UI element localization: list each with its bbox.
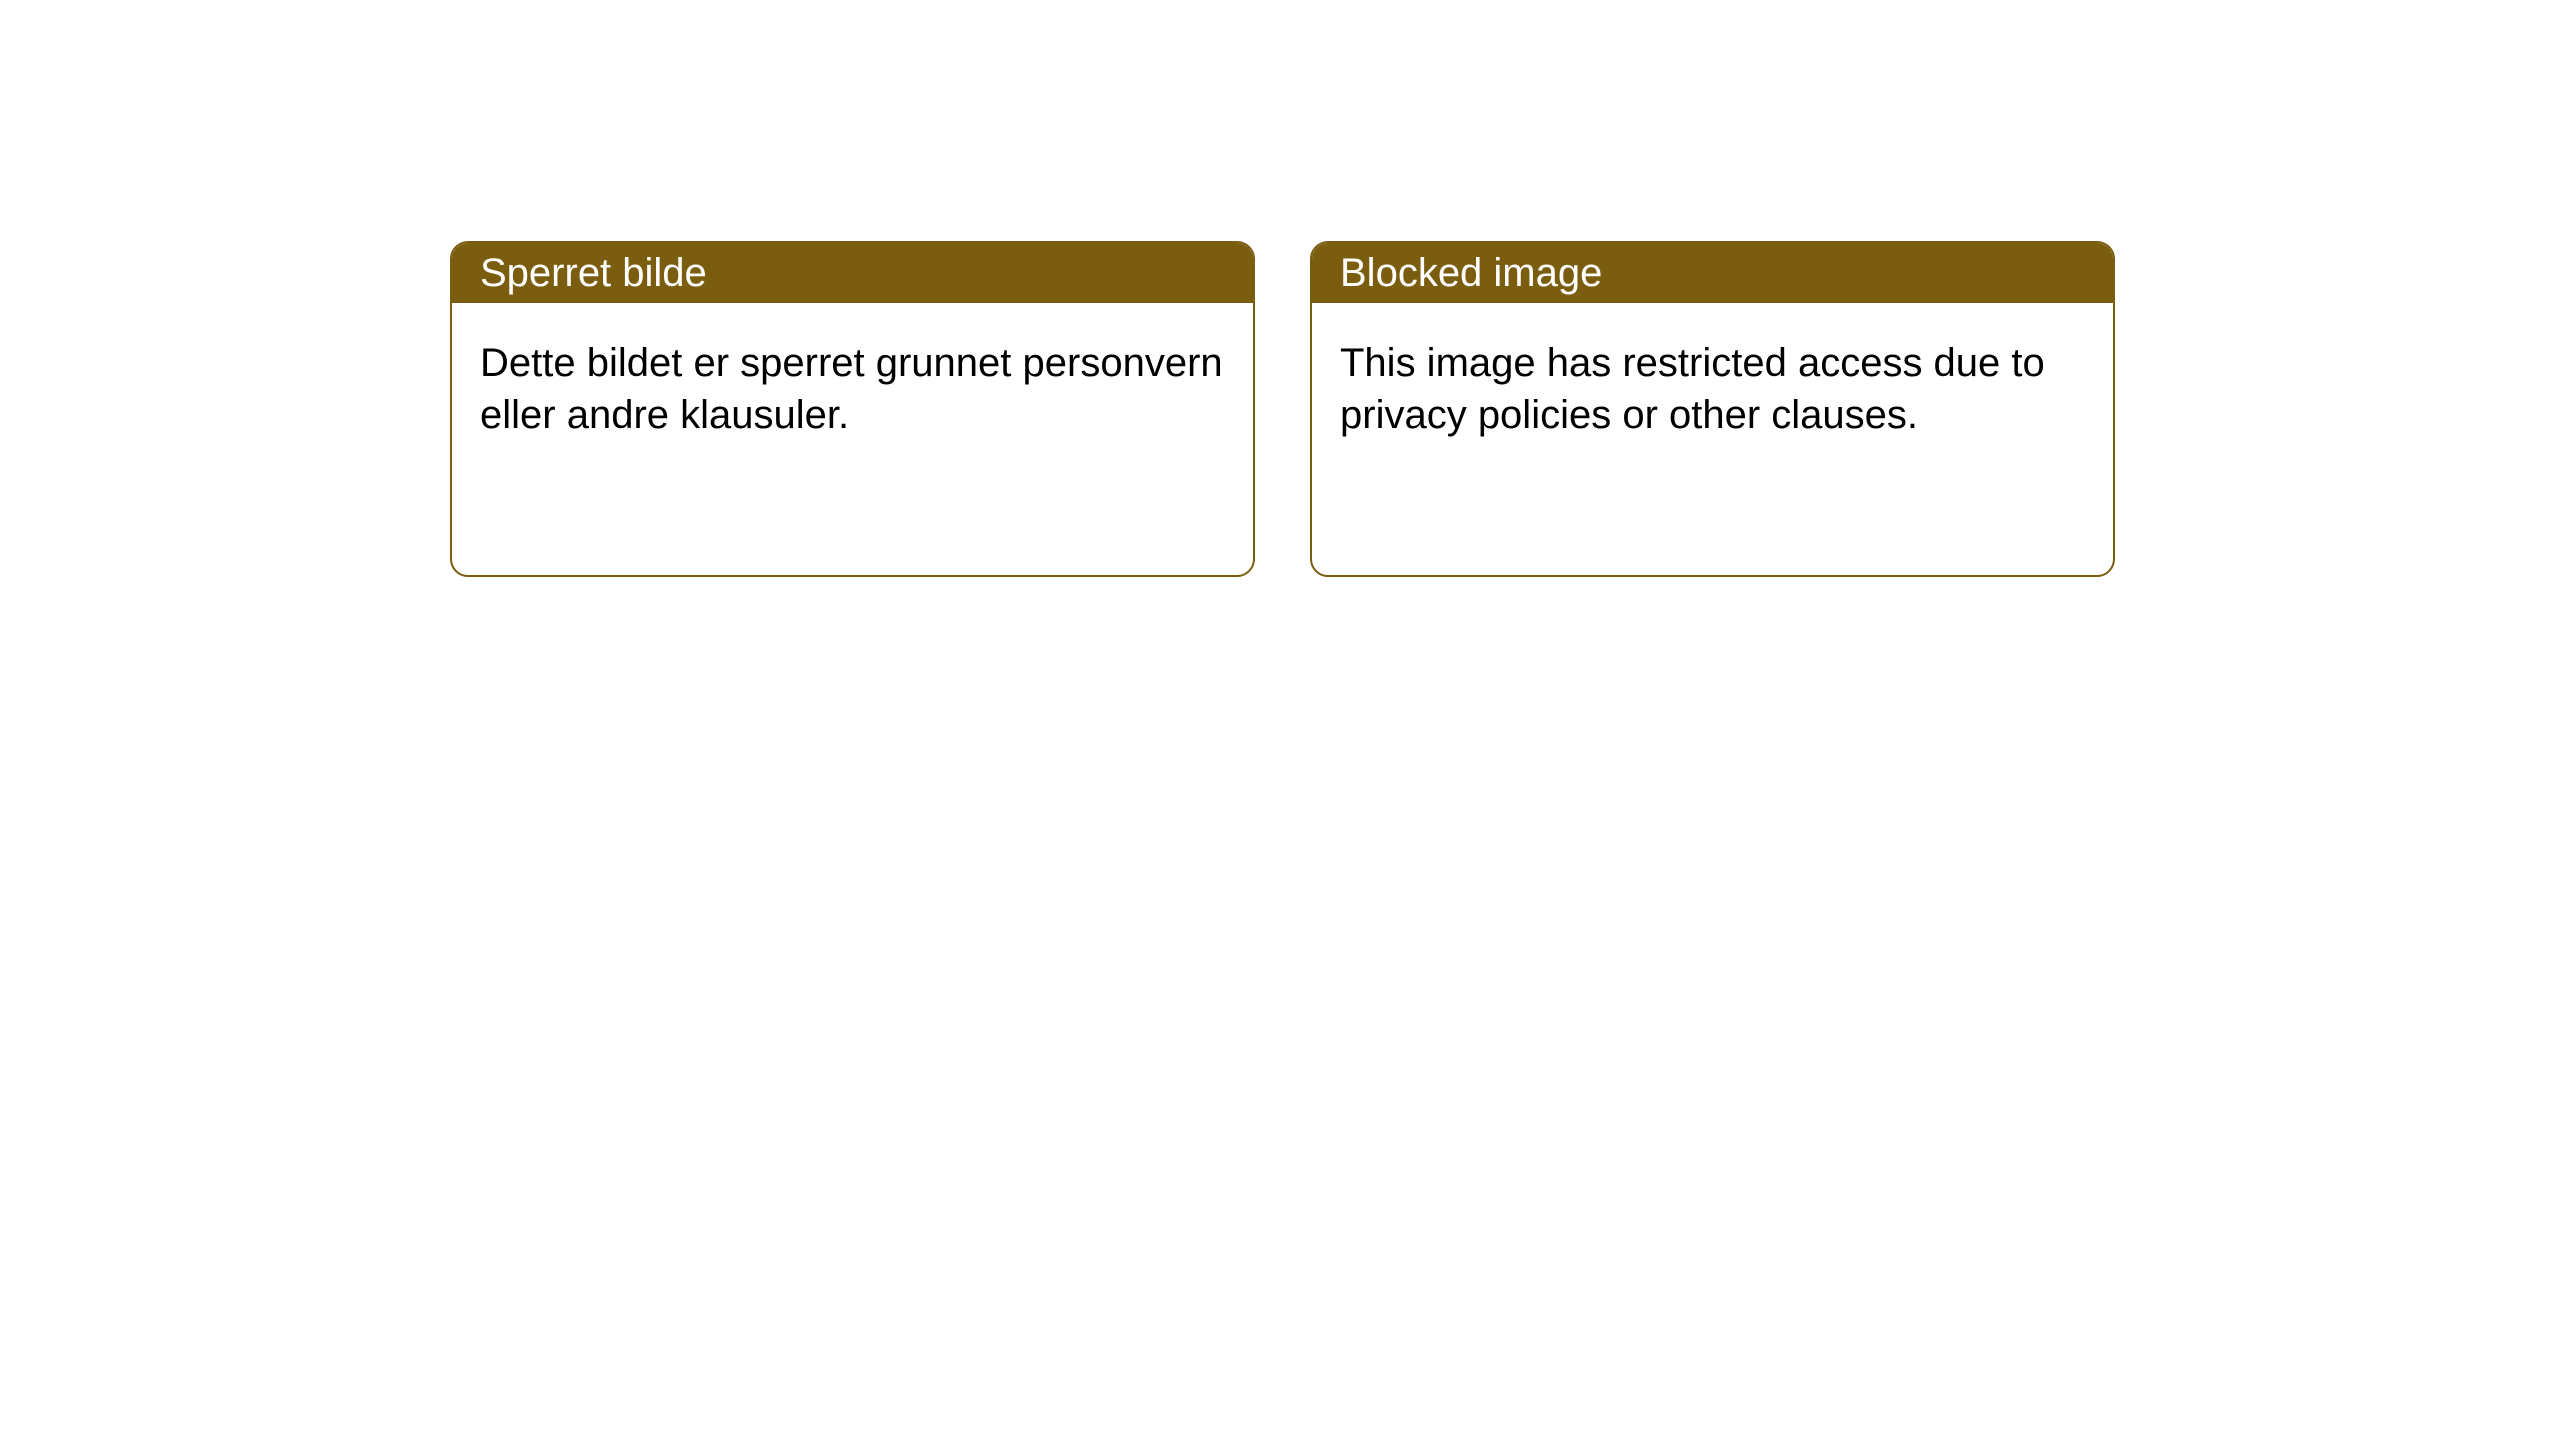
notice-box-english: Blocked image This image has restricted … — [1310, 241, 2115, 577]
notice-text-english: This image has restricted access due to … — [1340, 341, 2045, 437]
notice-container: Sperret bilde Dette bildet er sperret gr… — [450, 241, 2115, 577]
notice-box-norwegian: Sperret bilde Dette bildet er sperret gr… — [450, 241, 1255, 577]
notice-header-norwegian: Sperret bilde — [452, 243, 1253, 303]
notice-header-english: Blocked image — [1312, 243, 2113, 303]
notice-body-english: This image has restricted access due to … — [1312, 303, 2113, 475]
notice-body-norwegian: Dette bildet er sperret grunnet personve… — [452, 303, 1253, 475]
notice-text-norwegian: Dette bildet er sperret grunnet personve… — [480, 341, 1223, 437]
notice-title-english: Blocked image — [1340, 251, 1602, 296]
notice-title-norwegian: Sperret bilde — [480, 251, 707, 296]
